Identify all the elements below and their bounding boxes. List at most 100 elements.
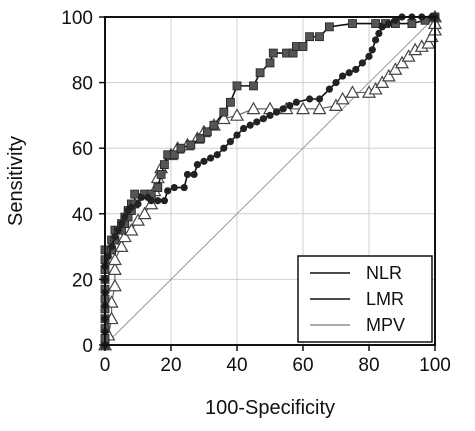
lmr-point: [111, 233, 119, 241]
lmr-point: [134, 200, 142, 208]
lmr-point: [352, 65, 360, 74]
mpv-point: [401, 49, 416, 62]
lmr-point: [292, 98, 300, 106]
x-tick-label: 20: [160, 355, 181, 376]
nlr-point: [219, 107, 229, 117]
legend-item-lmr: LMR: [310, 289, 404, 309]
lmr-point: [220, 144, 228, 152]
legend-item-nlr: NLR: [310, 263, 402, 283]
lmr-point: [127, 203, 135, 211]
nlr-point: [156, 170, 166, 179]
legend: NLR LMR MPV: [297, 255, 433, 343]
nlr-point: [196, 133, 206, 143]
mpv-point: [107, 278, 122, 292]
lmr-point: [358, 59, 366, 67]
lmr-point: [306, 95, 314, 103]
plot-frame: [104, 16, 436, 346]
reference-diagonal-line: [104, 16, 436, 346]
nlr-point: [130, 189, 140, 199]
mpv-point: [117, 229, 132, 243]
lmr-point: [233, 131, 241, 139]
y-tick-label: 40: [72, 205, 93, 226]
mpv-point: [375, 75, 390, 89]
nlr-point: [268, 48, 278, 58]
lmr-point: [226, 138, 234, 146]
lmr-point: [339, 72, 347, 80]
lmr-point: [345, 69, 353, 77]
y-tick-label: 0: [82, 336, 93, 357]
lmr-point: [391, 16, 399, 24]
x-tick-label: 60: [292, 355, 313, 376]
lmr-point: [246, 121, 254, 129]
mpv-point: [335, 91, 350, 105]
mpv-point: [229, 108, 245, 121]
nlr-point: [153, 183, 163, 192]
lmr-point: [117, 220, 126, 228]
x-axis-label: 100-Specificity: [205, 397, 335, 419]
x-tick-label: 80: [358, 355, 379, 376]
lmr-point: [279, 105, 287, 113]
lmr-point: [147, 197, 155, 205]
lmr-point: [154, 197, 162, 205]
lmr-point: [183, 170, 192, 179]
nlr-point: [202, 127, 212, 137]
nlr-point: [176, 143, 186, 153]
lmr-point: [378, 23, 386, 31]
lmr-point: [368, 46, 376, 54]
x-tick-label: 40: [226, 355, 247, 376]
legend-label-mpv: MPV: [366, 315, 405, 335]
series-lmr: [101, 13, 439, 349]
mpv-point: [137, 206, 152, 220]
lmr-point: [121, 213, 129, 221]
nlr-point: [186, 140, 196, 150]
nlr-point: [324, 22, 334, 32]
lmr-point: [375, 29, 383, 37]
mpv-point: [246, 101, 261, 115]
nlr-point: [265, 58, 275, 68]
nlr-point: [371, 19, 381, 28]
mpv-point: [328, 98, 344, 111]
lmr-point: [332, 79, 340, 87]
mpv-point: [107, 262, 122, 275]
nlr-point: [305, 32, 315, 42]
mpv-point: [345, 85, 360, 98]
mpv-point: [124, 222, 139, 236]
nlr-point: [249, 81, 258, 91]
nlr-point: [298, 42, 308, 51]
lmr-point: [164, 187, 172, 195]
lmr-point: [170, 183, 178, 192]
mpv-point: [295, 101, 311, 115]
lmr-point: [200, 157, 208, 165]
mpv-point: [388, 62, 403, 75]
y-tick-label: 60: [72, 139, 93, 160]
nlr-point: [315, 32, 324, 42]
lmr-point: [240, 124, 248, 133]
mpv-point: [394, 55, 410, 69]
nlr-point: [225, 97, 235, 107]
y-tick-label: 20: [72, 270, 93, 291]
lmr-point: [114, 226, 122, 234]
lmr-point: [385, 19, 393, 28]
nlr-point: [348, 19, 357, 28]
lmr-point: [273, 108, 281, 116]
lmr-point: [160, 197, 168, 205]
legend-label-nlr: NLR: [366, 263, 402, 283]
y-axis-label: Sensitivity: [5, 136, 27, 226]
lmr-point: [365, 52, 373, 60]
legend-item-mpv: MPV: [310, 315, 405, 335]
lmr-point: [104, 252, 112, 261]
mpv-point: [107, 252, 122, 266]
lmr-point: [207, 154, 215, 162]
x-tick-label: 100: [419, 355, 451, 376]
nlr-point: [232, 81, 242, 91]
lmr-point: [137, 193, 145, 201]
legend-label-lmr: LMR: [366, 289, 404, 309]
lmr-point: [108, 243, 116, 251]
nlr-point: [407, 19, 417, 28]
lmr-point: [315, 95, 324, 103]
mpv-point: [216, 111, 231, 125]
mpv-point: [368, 81, 383, 95]
nlr-point: [169, 150, 179, 160]
lmr-point: [253, 118, 261, 126]
